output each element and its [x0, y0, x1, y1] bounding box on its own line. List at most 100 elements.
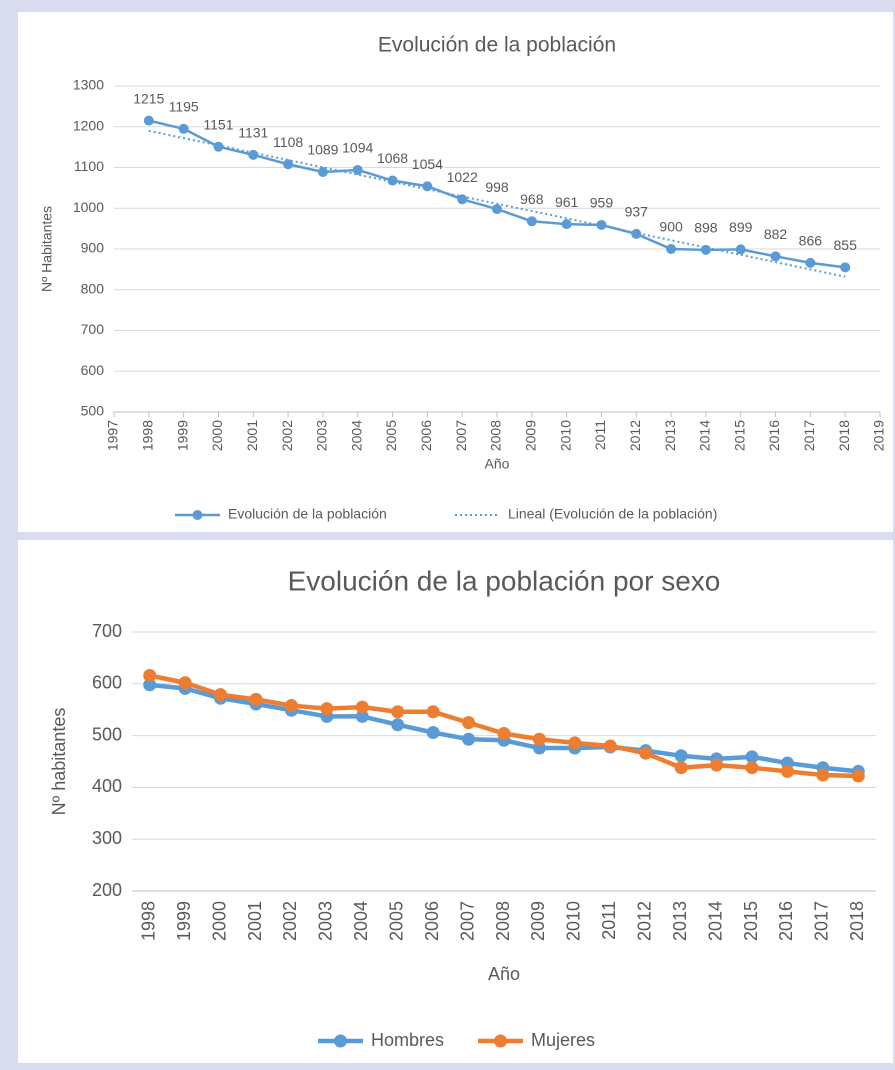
data-label: 1094 — [342, 140, 373, 156]
point — [840, 262, 851, 273]
x-tick-label: 1999 — [174, 901, 194, 941]
point — [568, 736, 582, 750]
point — [320, 702, 334, 716]
panel — [18, 12, 893, 532]
legend-marker — [192, 510, 203, 520]
point — [355, 700, 369, 714]
data-label: 1195 — [169, 98, 199, 114]
x-tick-label: 2008 — [488, 420, 504, 451]
point — [355, 709, 369, 723]
x-tick-label: 2011 — [592, 420, 608, 450]
trend-line — [148, 129, 846, 278]
x-tick-label: 2016 — [766, 420, 782, 451]
x-tick-label: 2005 — [386, 901, 406, 941]
x-tick-label: 2010 — [564, 901, 584, 941]
point — [283, 159, 294, 170]
point — [735, 244, 746, 255]
point — [745, 750, 759, 764]
point — [674, 761, 688, 775]
y-tick-label: 500 — [92, 724, 122, 744]
point — [178, 676, 192, 690]
point — [666, 244, 677, 254]
point — [674, 749, 688, 763]
point — [248, 149, 259, 160]
x-tick-label: 2009 — [523, 420, 539, 451]
data-label: 961 — [555, 194, 579, 210]
point — [317, 166, 328, 177]
y-tick-label: 600 — [92, 673, 122, 693]
x-tick-label: 2012 — [634, 901, 654, 941]
x-tick-label: 2006 — [418, 420, 434, 451]
x-tick-label: 2019 — [871, 420, 887, 451]
y-tick-label: 1000 — [73, 199, 104, 215]
data-label: 900 — [659, 219, 683, 235]
data-label: 899 — [729, 219, 753, 235]
point — [816, 768, 830, 782]
y-tick-label: 800 — [81, 280, 105, 296]
data-label: 1131 — [238, 125, 268, 141]
x-tick-label: 2002 — [279, 420, 295, 451]
point — [352, 164, 363, 175]
data-label: 959 — [590, 195, 614, 211]
data-label: 1089 — [307, 142, 338, 158]
legend-label: Lineal (Evolución de la población) — [508, 506, 717, 522]
data-label: 866 — [799, 233, 823, 249]
data-label: 1054 — [412, 156, 443, 172]
legend-marker — [334, 1034, 347, 1048]
legend-label: Hombres — [371, 1030, 444, 1050]
point — [596, 219, 607, 230]
data-label: 1068 — [377, 150, 408, 166]
data-label: 855 — [834, 237, 858, 253]
data-label: 1108 — [273, 134, 303, 150]
chart-title: Evolución de la población — [378, 34, 616, 57]
y-tick-label: 1200 — [73, 117, 104, 133]
x-tick-label: 1998 — [138, 901, 158, 941]
x-tick-label: 2000 — [209, 420, 225, 451]
data-label: 1151 — [203, 116, 233, 132]
x-tick-label: 1998 — [140, 420, 156, 451]
point — [851, 769, 865, 783]
point — [213, 141, 224, 152]
x-tick-label: 2001 — [244, 420, 260, 451]
x-tick-label: 2018 — [847, 901, 867, 941]
y-tick-label: 300 — [92, 828, 122, 848]
x-tick-label: 1999 — [174, 420, 190, 451]
data-label: 898 — [694, 220, 718, 236]
point — [639, 746, 653, 760]
y-tick-label: 700 — [81, 321, 105, 337]
x-tick-label: 2011 — [599, 901, 619, 940]
x-tick-label: 2016 — [776, 901, 796, 941]
chart-title: Evolución de la población por sexo — [288, 565, 721, 596]
point — [422, 181, 433, 192]
x-tick-label: 2005 — [383, 420, 399, 451]
point — [770, 251, 781, 262]
point — [143, 669, 157, 683]
x-tick-label: 2015 — [731, 420, 747, 451]
x-axis-label: Año — [488, 964, 520, 984]
point — [462, 716, 476, 730]
x-tick-label: 2007 — [457, 901, 477, 941]
x-tick-label: 2012 — [627, 420, 643, 451]
data-label: 1215 — [133, 90, 164, 106]
point — [710, 758, 724, 772]
data-label: 1022 — [447, 169, 478, 185]
y-tick-label: 500 — [81, 403, 105, 419]
data-label: 937 — [625, 204, 649, 220]
y-tick-label: 600 — [81, 362, 105, 378]
point — [391, 705, 405, 719]
x-axis-label: Año — [485, 456, 510, 472]
x-tick-label: 2017 — [812, 901, 832, 941]
y-tick-label: 1100 — [74, 158, 104, 174]
point — [249, 692, 263, 706]
x-tick-label: 2010 — [557, 420, 573, 451]
x-tick-label: 1997 — [105, 420, 121, 451]
y-tick-label: 400 — [92, 776, 122, 796]
point — [457, 194, 468, 205]
y-tick-label: 900 — [81, 240, 105, 256]
point — [603, 739, 617, 753]
data-label: 968 — [520, 191, 544, 207]
x-tick-label: 2018 — [836, 420, 852, 451]
x-tick-label: 2013 — [670, 901, 690, 941]
data-label: 998 — [485, 179, 509, 195]
